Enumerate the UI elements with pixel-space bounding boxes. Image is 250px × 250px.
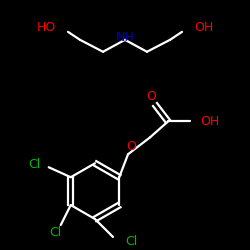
Text: HO: HO — [37, 22, 56, 35]
Text: OH: OH — [200, 115, 219, 128]
Text: Cl: Cl — [50, 226, 62, 239]
Text: O: O — [126, 140, 136, 153]
Text: Cl: Cl — [28, 158, 41, 171]
Text: O: O — [146, 90, 156, 103]
Text: Cl: Cl — [125, 236, 137, 248]
Text: NH: NH — [116, 31, 134, 44]
Text: OH: OH — [194, 22, 213, 35]
